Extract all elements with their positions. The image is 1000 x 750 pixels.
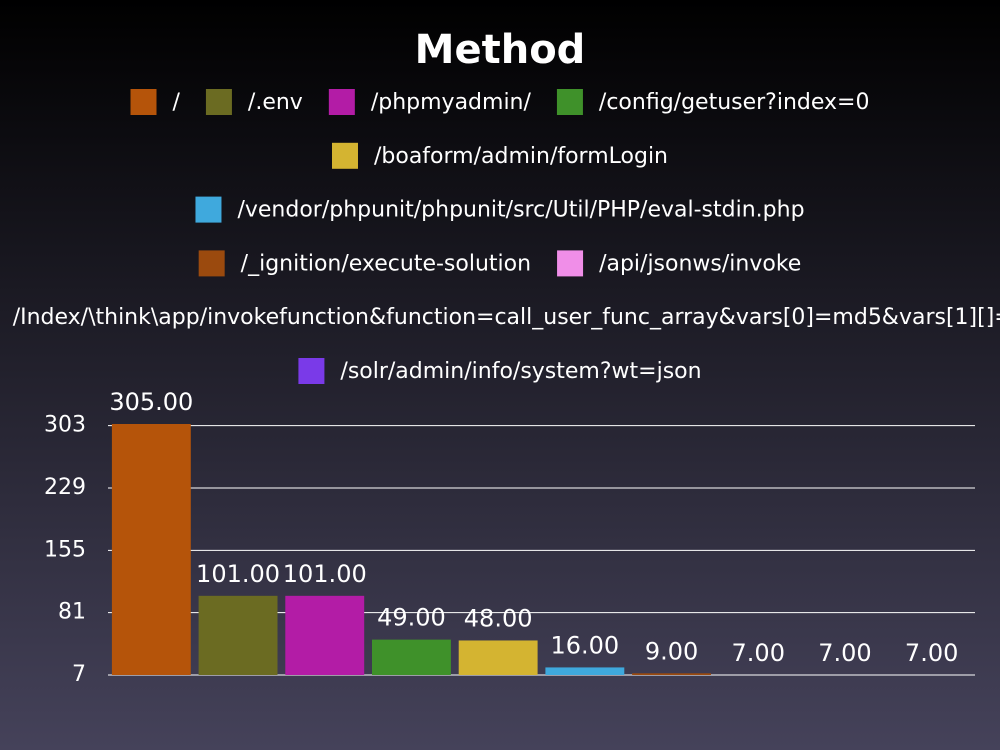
- bar: [632, 673, 711, 675]
- value-label: 49.00: [377, 604, 446, 632]
- bar: [545, 667, 625, 675]
- bar: [458, 640, 538, 675]
- legend-swatch: [205, 89, 232, 115]
- bar: [285, 595, 365, 675]
- legend-label: /Index/\think\app/invokefunction&functio…: [13, 305, 1000, 330]
- bar: [198, 595, 278, 675]
- legend-swatch: [556, 89, 583, 115]
- legend-label: /: [173, 90, 181, 115]
- value-label: 16.00: [550, 631, 619, 659]
- value-label: 7.00: [905, 639, 958, 667]
- bar: [372, 639, 451, 675]
- legend-label: /_ignition/execute-solution: [241, 251, 531, 276]
- legend-swatch: [331, 142, 358, 169]
- legend-swatch: [198, 250, 225, 277]
- legend-label: /phpmyadmin/: [371, 90, 532, 115]
- value-label: 7.00: [818, 639, 871, 667]
- legend-swatch: [557, 250, 584, 277]
- legend-label: /solr/admin/info/system?wt=json: [340, 359, 701, 384]
- y-tick-label: 155: [44, 537, 86, 562]
- value-label: 7.00: [732, 639, 785, 667]
- value-label: 48.00: [464, 604, 533, 632]
- value-label: 101.00: [283, 560, 367, 588]
- legend-swatch: [130, 89, 157, 115]
- legend-swatch: [195, 196, 222, 223]
- y-tick-label: 303: [44, 413, 86, 438]
- y-tick-label: 7: [72, 662, 86, 687]
- value-label: 305.00: [109, 388, 193, 416]
- legend-swatch: [328, 89, 355, 115]
- value-label: 9.00: [645, 637, 698, 665]
- chart-title: Method: [415, 27, 586, 73]
- legend-label: /config/getuser?index=0: [599, 90, 870, 115]
- bar: [111, 424, 191, 675]
- legend-swatch: [298, 358, 325, 384]
- y-tick-label: 81: [58, 600, 86, 625]
- legend-label: /.env: [248, 90, 303, 115]
- legend-label: /vendor/phpunit/phpunit/src/Util/PHP/eva…: [237, 198, 804, 223]
- legend-label: /boaform/admin/formLogin: [374, 144, 668, 169]
- y-tick-label: 229: [44, 475, 86, 500]
- legend-label: /api/jsonws/invoke: [599, 251, 801, 276]
- value-label: 101.00: [196, 560, 280, 588]
